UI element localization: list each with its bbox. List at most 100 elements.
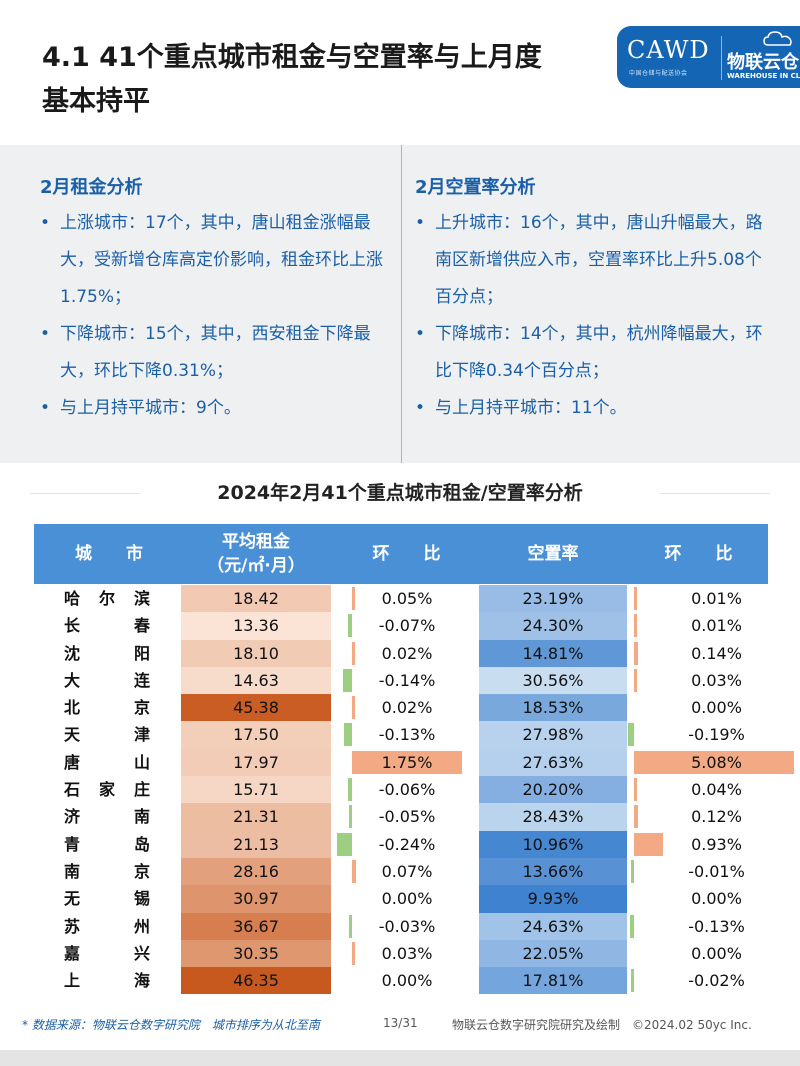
vacancy-cell: 22.05% [522, 943, 584, 963]
bullet-icon: • [415, 213, 426, 233]
rent-analysis-item: • 上涨城市：17个，其中，唐山租金涨幅最大，受新增仓库高定价影响，租金环比上涨1… [40, 205, 390, 316]
table-row: 唐山 17.97 1.75% 27.63% 5.08% [34, 748, 800, 777]
rent-change-cell: 0.05% [381, 589, 433, 608]
vacancy-heat-cell [479, 912, 627, 940]
vacancy-cell: 17.81% [522, 971, 584, 991]
rent-change-cell: 0.02% [381, 698, 433, 718]
vacancy-heat-cell [479, 939, 627, 968]
rent-analysis-text: 与上月持平城市：9个。 [60, 398, 241, 418]
header-rent-change: 环 比 [372, 544, 441, 564]
table-row: 苏州 36.67 -0.03% 24.63% -0.13% [34, 912, 800, 940]
city-cell: 无锡 [64, 889, 150, 909]
table-row: 无锡 30.97 0.00% 9.93% 0.00% [34, 885, 800, 913]
logo-en-text: WAREHOUSE IN CLOUD [727, 72, 800, 80]
vacancy-analysis-item: • 上升城市：16个，其中，唐山升幅最大，路南区新增供应入市，空置率环比上升5.0… [415, 205, 775, 316]
vacancy-analysis-text: 与上月持平城市：11个。 [435, 398, 627, 418]
rent-cell: 18.10 [233, 643, 279, 663]
vacancy-change-bar [634, 668, 637, 692]
vacancy-cell: 10.96% [522, 834, 584, 854]
vacancy-cell: 27.98% [522, 725, 584, 745]
vacancy-heat-cell [479, 857, 627, 886]
city-cell: 上海 [64, 971, 150, 991]
rent-heat-cell [181, 612, 331, 640]
bullet-icon: • [415, 324, 426, 344]
vacancy-cell: 18.53% [522, 698, 584, 718]
logo: CAWD 中国仓储与配送协会 物联云仓 WAREHOUSE IN CLOUD [617, 26, 800, 88]
rent-change-bar [352, 696, 355, 720]
rent-change-cell: -0.14% [378, 670, 436, 690]
city-cell: 苏州 [64, 916, 150, 936]
rent-cell: 17.50 [233, 725, 279, 745]
vacancy-cell: 14.81% [522, 643, 584, 663]
table-row: 嘉兴 30.35 0.03% 22.05% 0.00% [34, 939, 800, 968]
rent-heat-cell [181, 748, 331, 777]
city-cell: 北京 [64, 698, 150, 718]
city-cell: 唐山 [64, 752, 150, 772]
vacancy-change-cell: -0.19% [688, 725, 745, 745]
table-row: 哈尔滨 18.42 0.05% 23.19% 0.01% [34, 585, 800, 613]
vacancy-change-cell: -0.02% [688, 971, 745, 991]
vacancy-heat-cell [479, 885, 627, 913]
vacancy-analysis: 2月空置率分析 • 上升城市：16个，其中，唐山升幅最大，路南区新增供应入市，空置… [415, 173, 775, 427]
vacancy-change-bar [634, 614, 637, 638]
vacancy-heat-cell [479, 721, 627, 749]
vacancy-change-bar [634, 587, 637, 610]
vacancy-cell: 28.43% [522, 807, 584, 827]
rent-analysis-item: • 下降城市：15个，其中，西安租金下降最大，环比下降0.31%； [40, 316, 390, 390]
bullet-icon: • [415, 398, 426, 418]
rent-change-cell: -0.13% [378, 725, 436, 745]
rent-change-bar [352, 641, 355, 665]
vacancy-cell: 9.93% [527, 889, 579, 909]
vacancy-change-cell: 0.14% [691, 643, 742, 663]
rent-heat-cell [181, 639, 331, 667]
rent-analysis-title: 2月租金分析 [40, 177, 143, 198]
vacancy-change-cell: 0.01% [691, 616, 742, 636]
vacancy-analysis-item: • 与上月持平城市：11个。 [415, 390, 775, 427]
vacancy-change-bar [634, 641, 639, 665]
table-row: 南京 28.16 0.07% 13.66% -0.01% [34, 857, 800, 886]
rent-change-cell: 0.03% [381, 943, 433, 963]
rent-change-cell: 0.00% [381, 971, 433, 991]
rent-heat-cell [181, 694, 331, 722]
vacancy-change-bar [634, 832, 664, 856]
vacancy-cell: 27.63% [522, 752, 584, 772]
rent-cell: 21.31 [233, 807, 279, 827]
logo-sub-text: 中国仓储与配送协会 [629, 70, 688, 77]
vacancy-heat-cell [479, 639, 627, 667]
rent-heat-cell [181, 967, 331, 995]
rent-change-bar [352, 587, 356, 610]
vacancy-change-bar [634, 805, 638, 829]
table-title-wrap: 2024年2月41个重点城市租金/空置率分析 [0, 478, 800, 508]
rent-change-cell: 0.07% [381, 861, 433, 881]
vacancy-change-cell: 0.93% [691, 834, 742, 854]
vacancy-change-cell: 0.12% [691, 807, 742, 827]
table-row: 沈阳 18.10 0.02% 14.81% 0.14% [34, 639, 800, 667]
rent-analysis: 2月租金分析 • 上涨城市：17个，其中，唐山租金涨幅最大，受新增仓库高定价影响，… [40, 173, 390, 427]
rent-change-bar [349, 914, 352, 938]
logo-main-text: CAWD [627, 36, 710, 64]
rent-cell: 18.42 [233, 589, 279, 608]
vacancy-cell: 13.66% [522, 861, 584, 881]
rent-cell: 30.97 [233, 889, 279, 909]
rent-change-bar [348, 778, 352, 802]
rent-cell: 13.36 [233, 616, 279, 636]
rent-change-cell: 0.00% [381, 889, 433, 909]
rent-analysis-text: 上涨城市：17个，其中，唐山租金涨幅最大，受新增仓库高定价影响，租金环比上涨1.… [60, 213, 383, 307]
vacancy-change-bar [629, 914, 634, 938]
table-row: 石家庄 15.71 -0.06% 20.20% 0.04% [34, 776, 800, 804]
rent-analysis-item: • 与上月持平城市：9个。 [40, 390, 390, 427]
data-source-note: * 数据来源：物联云仓数字研究院 城市排序为从北至南 [22, 1018, 320, 1032]
table-row: 长春 13.36 -0.07% 24.30% 0.01% [34, 612, 800, 640]
table-row: 天津 17.50 -0.13% 27.98% -0.19% [34, 721, 800, 749]
rent-change-bar [352, 859, 357, 883]
city-cell: 南京 [64, 861, 150, 881]
title-line-2: 基本持平 [42, 86, 150, 117]
table-body: 哈尔滨 18.42 0.05% 23.19% 0.01% 长春 13.36 -0.07% 24.… [34, 585, 800, 995]
vacancy-cell: 20.20% [522, 780, 584, 800]
rent-change-cell: 0.02% [381, 643, 433, 663]
vacancy-cell: 30.56% [522, 670, 584, 690]
city-cell: 石家庄 [64, 780, 150, 800]
vacancy-heat-cell [479, 776, 627, 804]
table-row: 青岛 21.13 -0.24% 10.96% 0.93% [34, 830, 800, 858]
bottom-bar [0, 1050, 800, 1066]
